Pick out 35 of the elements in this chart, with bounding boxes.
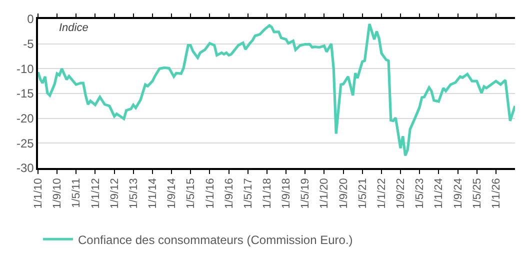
- y-tick-label: -25: [16, 136, 34, 150]
- x-tick-label: 1/1/20: [318, 178, 331, 209]
- y-tick-label: 0: [27, 12, 34, 26]
- x-tick-label: 1/1/14: [147, 178, 160, 209]
- x-tick-label: 1/1/26: [490, 178, 503, 209]
- x-tick-label: 1/9/24: [452, 178, 464, 209]
- x-tick-label: 1/9/12: [108, 178, 121, 209]
- x-tick-label: 1/5/23: [414, 178, 426, 209]
- x-tick-label: 1/9/10: [52, 178, 64, 209]
- x-tick-label: 1/5/15: [185, 178, 198, 209]
- y-tick-label: -30: [16, 161, 34, 176]
- x-tick-label: 1/9/14: [166, 178, 178, 209]
- x-tick-label: 1/5/19: [300, 178, 312, 209]
- x-tick-label: 1/1/24: [433, 178, 446, 209]
- annotation: Indice: [59, 22, 88, 34]
- y-tick-label: -15: [16, 86, 34, 101]
- x-tick-label: 1/1/22: [376, 178, 388, 209]
- x-tick-label: 1/1/16: [204, 178, 216, 209]
- x-tick-label: 1/9/22: [395, 178, 408, 209]
- y-tick-label: -20: [16, 112, 34, 126]
- x-tick-label: 1/1/10: [32, 178, 45, 209]
- x-tick-label: 1/5/21: [356, 178, 369, 209]
- x-tick-label: 1/1/12: [90, 178, 102, 209]
- x-tick-label: 1/5/13: [128, 178, 140, 209]
- line-series: [38, 22, 515, 157]
- x-tick-label: 1/1/18: [262, 178, 274, 209]
- x-tick-label: 1/5/17: [242, 178, 254, 209]
- y-tick-label: -10: [16, 62, 34, 76]
- y-tick-label: -5: [23, 37, 34, 52]
- x-tick-label: 1/9/20: [338, 178, 350, 209]
- x-tick-label: 1/5/25: [471, 178, 484, 209]
- x-tick-label: 1/5/11: [70, 178, 83, 208]
- x-tick-label: 1/9/16: [223, 178, 236, 209]
- x-tick-label: 1/9/18: [280, 178, 293, 209]
- legend-label: Confiance des consommateurs (Commission Euro.): [78, 232, 353, 247]
